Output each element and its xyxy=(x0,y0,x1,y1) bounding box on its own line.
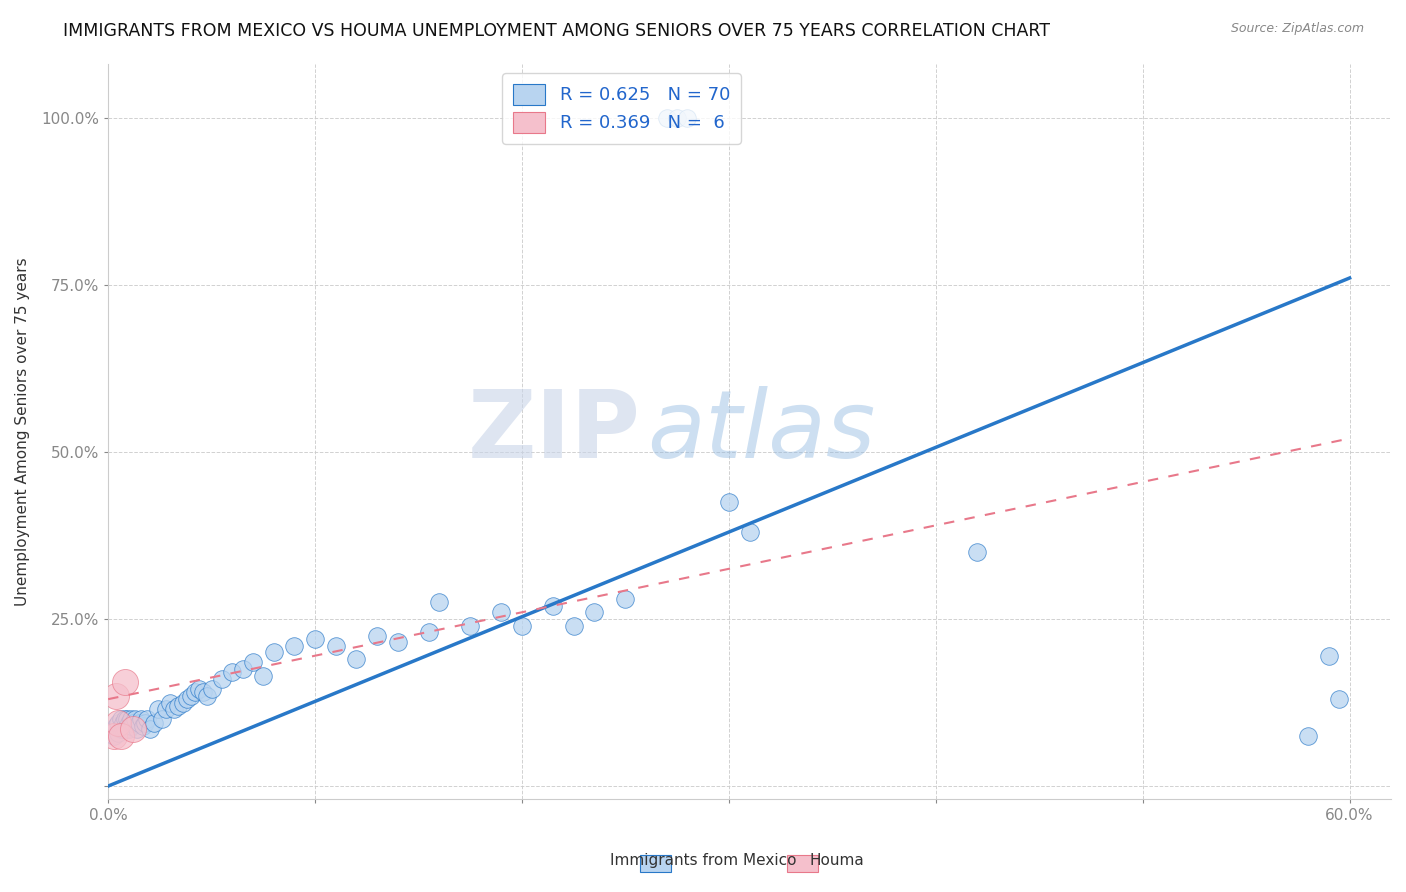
Text: ZIP: ZIP xyxy=(468,385,641,478)
Point xyxy=(142,715,165,730)
Point xyxy=(163,702,186,716)
Point xyxy=(562,618,585,632)
Point xyxy=(458,618,481,632)
Point xyxy=(110,712,132,726)
Point xyxy=(717,495,740,509)
Point xyxy=(115,719,138,733)
Text: Immigrants from Mexico: Immigrants from Mexico xyxy=(610,854,796,868)
Point xyxy=(655,111,678,125)
Point xyxy=(738,524,761,539)
Point xyxy=(197,689,219,703)
Point xyxy=(122,715,145,730)
Point xyxy=(114,723,136,737)
Point xyxy=(366,629,388,643)
Point xyxy=(263,645,285,659)
Point xyxy=(111,715,134,730)
Point xyxy=(114,712,136,726)
Point xyxy=(232,662,254,676)
Point xyxy=(614,591,637,606)
Point xyxy=(155,702,177,716)
Text: Houma: Houma xyxy=(810,854,863,868)
Point xyxy=(1317,648,1340,663)
Point xyxy=(427,595,450,609)
Point xyxy=(120,719,142,733)
Point xyxy=(107,725,129,739)
Point xyxy=(1329,692,1351,706)
Point xyxy=(114,675,136,690)
Point xyxy=(172,696,194,710)
Legend: R = 0.625   N = 70, R = 0.369   N =  6: R = 0.625 N = 70, R = 0.369 N = 6 xyxy=(502,73,741,144)
Point xyxy=(129,712,152,726)
Point xyxy=(120,712,142,726)
Point xyxy=(510,618,533,632)
Point xyxy=(103,729,125,743)
Point xyxy=(180,689,202,703)
Point xyxy=(1296,729,1319,743)
Point xyxy=(115,712,138,726)
Point xyxy=(325,639,347,653)
Point xyxy=(124,712,146,726)
Point xyxy=(676,111,699,125)
Point xyxy=(105,719,128,733)
Point xyxy=(150,712,173,726)
Point xyxy=(122,723,145,737)
Point xyxy=(118,715,141,730)
Point xyxy=(176,692,198,706)
Point xyxy=(188,682,211,697)
Point xyxy=(252,669,274,683)
Point xyxy=(138,723,160,737)
Point xyxy=(127,723,149,737)
Point xyxy=(107,715,129,730)
Point xyxy=(159,696,181,710)
Point xyxy=(134,715,156,730)
Point xyxy=(966,545,988,559)
Point xyxy=(146,702,169,716)
Text: IMMIGRANTS FROM MEXICO VS HOUMA UNEMPLOYMENT AMONG SENIORS OVER 75 YEARS CORRELA: IMMIGRANTS FROM MEXICO VS HOUMA UNEMPLOY… xyxy=(63,22,1050,40)
Point xyxy=(211,672,233,686)
Point xyxy=(110,729,132,743)
Point xyxy=(167,698,190,713)
Point xyxy=(541,599,564,613)
Point xyxy=(128,715,150,730)
Point xyxy=(200,682,222,697)
Point xyxy=(491,605,513,619)
Point xyxy=(387,635,409,649)
Point xyxy=(304,632,326,646)
Point xyxy=(283,639,305,653)
Point xyxy=(110,723,132,737)
Point xyxy=(242,656,264,670)
Point xyxy=(103,729,125,743)
Point xyxy=(136,712,159,726)
Point xyxy=(111,723,134,737)
Text: atlas: atlas xyxy=(647,386,875,477)
Point xyxy=(184,685,207,699)
Text: Source: ZipAtlas.com: Source: ZipAtlas.com xyxy=(1230,22,1364,36)
Point xyxy=(132,719,155,733)
Point xyxy=(583,605,606,619)
Point xyxy=(105,689,128,703)
Point xyxy=(193,685,215,699)
Point xyxy=(418,625,440,640)
Point xyxy=(107,715,129,730)
Point xyxy=(221,665,243,680)
Point xyxy=(346,652,368,666)
Y-axis label: Unemployment Among Seniors over 75 years: Unemployment Among Seniors over 75 years xyxy=(15,258,30,606)
Point xyxy=(118,723,141,737)
Point xyxy=(666,111,689,125)
